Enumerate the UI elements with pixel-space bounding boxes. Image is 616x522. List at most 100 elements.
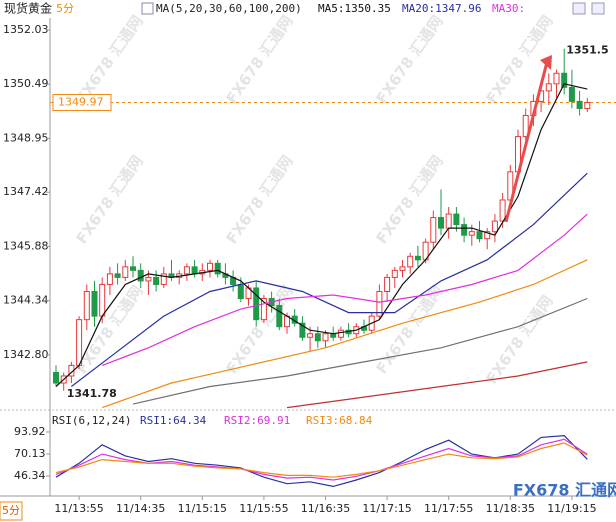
candle-body xyxy=(453,213,460,226)
candle-body xyxy=(130,266,136,271)
candle-body xyxy=(445,213,452,229)
candle-body xyxy=(237,283,244,300)
candle-body xyxy=(484,231,491,240)
chart-title: 现货黄金 xyxy=(4,1,52,16)
rsi-readout: RSI2:69.91 xyxy=(224,414,290,427)
candle-body xyxy=(407,255,414,268)
y-tick-label: 1352.03 xyxy=(3,23,49,36)
x-tick-label: 11/19:15 xyxy=(547,502,596,515)
y-tick-label: 1345.88 xyxy=(3,239,49,252)
x-tick-label: 11/16:35 xyxy=(301,502,350,515)
low-label: 1341.78 xyxy=(67,387,117,400)
plot: 1342.80 1344.34 1345.88 1347.42 1348.95 1350.… xyxy=(3,23,616,515)
candle-body xyxy=(153,276,160,285)
candle-body xyxy=(337,329,344,338)
candle-body xyxy=(522,115,529,138)
candle-body xyxy=(160,273,167,285)
x-tick-label: 11/15:55 xyxy=(239,502,288,515)
candle-body xyxy=(438,217,444,229)
x-tick-label: 11/17:55 xyxy=(424,502,473,515)
candle-body xyxy=(314,333,321,342)
rsi-readout: RSI3:68.84 xyxy=(306,414,373,427)
candle-body xyxy=(299,322,306,338)
candle-body xyxy=(461,224,468,236)
rsi-tick-label: 46.34 xyxy=(14,469,46,482)
x-tick-label: 11/13:55 xyxy=(54,502,103,515)
candle-body xyxy=(499,199,506,222)
candle-body xyxy=(584,101,591,109)
candle-body xyxy=(399,266,406,271)
candle-body xyxy=(53,371,59,384)
trend-arrow-head xyxy=(540,55,552,70)
candle-body xyxy=(260,298,267,321)
ma-line xyxy=(71,172,588,387)
candle-body xyxy=(207,262,213,271)
candle-body xyxy=(568,86,575,102)
ma-line xyxy=(132,297,588,405)
candle-body xyxy=(376,290,383,317)
period-button[interactable] xyxy=(0,501,23,521)
ma-icon xyxy=(141,2,154,15)
candle-body xyxy=(106,273,113,285)
candle-body xyxy=(468,231,475,236)
y-tick-label: 1348.95 xyxy=(3,131,49,144)
candle-body xyxy=(307,333,314,338)
candle-body xyxy=(122,266,129,278)
current-price-label: 1349.97 xyxy=(58,95,104,108)
ma-readout: MA30: xyxy=(492,2,525,15)
current-price-box xyxy=(52,93,112,111)
candle-body xyxy=(137,269,144,282)
high-label: 1351.5 xyxy=(566,44,608,57)
candle-body xyxy=(99,283,106,317)
candle-body xyxy=(384,276,391,292)
ma-line xyxy=(101,213,588,366)
candle-body xyxy=(553,72,560,85)
rsi-readout: RSI1:64.34 xyxy=(140,414,207,427)
candle-body xyxy=(322,333,329,342)
rsi-legend: RSI(6,12,24) xyxy=(52,414,131,427)
close-button[interactable] xyxy=(591,2,605,15)
period-button-label: 5分 xyxy=(2,504,20,517)
candle-body xyxy=(83,290,90,321)
candle-body xyxy=(76,319,83,366)
y-tick-label: 1347.42 xyxy=(3,185,49,198)
ma-line xyxy=(101,259,588,409)
candle-body xyxy=(276,305,283,328)
x-tick-label: 11/15:15 xyxy=(178,502,227,515)
ma-readout: MA20:1347.96 xyxy=(402,2,481,15)
rsi-tick-label: 93.92 xyxy=(14,425,46,438)
candle-body xyxy=(430,217,437,243)
candle-body xyxy=(214,262,221,275)
candle-body xyxy=(183,266,190,275)
y-tick-label: 1344.34 xyxy=(3,294,49,307)
ma-line xyxy=(55,83,588,387)
settings-button[interactable] xyxy=(572,2,586,15)
logo: FX678 汇通网 xyxy=(513,481,616,500)
period-label: 5分 xyxy=(56,2,74,15)
y-tick-label: 1342.80 xyxy=(3,348,49,361)
x-tick-label: 11/18:35 xyxy=(486,502,535,515)
candle-body xyxy=(576,100,583,109)
ma-legend: MA(5,20,30,60,100,200) xyxy=(156,2,302,15)
candle-body xyxy=(414,255,421,261)
rsi-line xyxy=(55,442,588,478)
candle-body xyxy=(391,269,398,278)
candle-body xyxy=(114,273,121,278)
candle-body xyxy=(145,276,152,282)
candle-body xyxy=(191,266,198,275)
candle-body xyxy=(476,231,483,240)
x-tick-label: 11/17:15 xyxy=(362,502,411,515)
trend-arrow xyxy=(504,61,549,223)
x-tick-label: 11/14:35 xyxy=(116,502,165,515)
candle-body xyxy=(253,287,260,321)
ma-readout: MA5:1350.35 xyxy=(318,2,391,15)
candle-body xyxy=(91,290,98,317)
candle-body xyxy=(491,220,498,233)
y-tick-label: 1350.49 xyxy=(3,77,49,90)
rsi-tick-label: 70.13 xyxy=(14,447,46,460)
candle-body xyxy=(561,72,568,88)
candle-body xyxy=(545,83,552,92)
ma-line xyxy=(286,361,588,409)
